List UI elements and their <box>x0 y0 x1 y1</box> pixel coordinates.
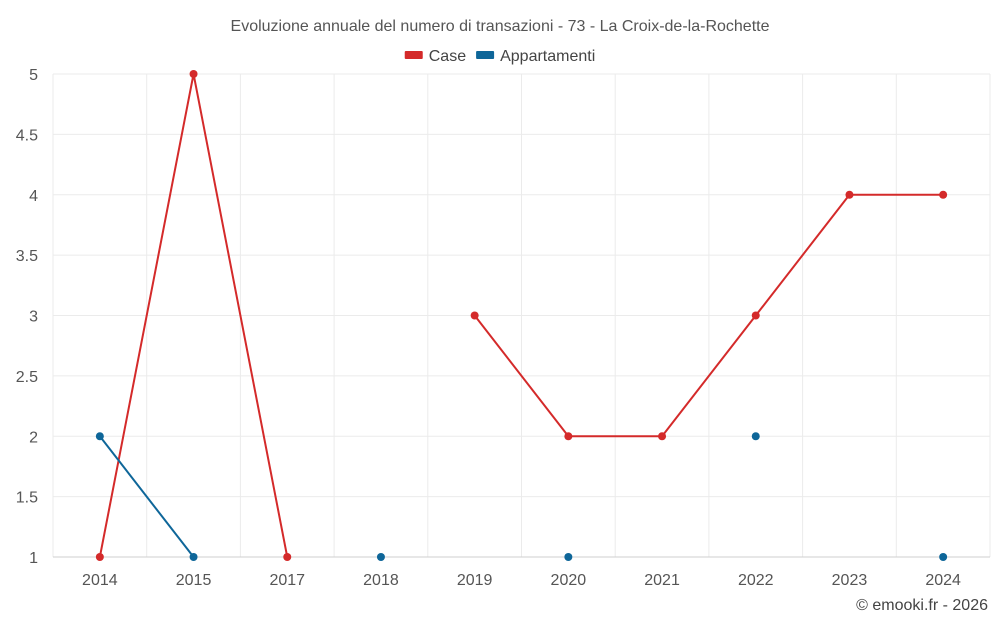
x-tick-label: 2023 <box>832 572 868 589</box>
series-layer <box>95 70 948 561</box>
x-axis-tick-labels: 2014 2015 2017 2018 2019 2020 2021 2022 2023 2024 <box>82 572 961 589</box>
x-gridlines <box>52 74 991 557</box>
y-tick-label: 3.5 <box>16 248 38 265</box>
legend-item-appartamenti[interactable]: Appartamenti <box>476 48 595 65</box>
x-tick-label: 2022 <box>738 572 774 589</box>
data-point[interactable] <box>95 432 104 441</box>
y-tick-label: 2.5 <box>16 369 38 386</box>
legend-swatch <box>476 51 495 59</box>
y-axis-tick-labels: 1 1.5 2 2.5 3 3.5 4 4.5 5 <box>16 67 38 567</box>
y-tick-label: 4 <box>29 188 38 205</box>
series-appartamenti <box>95 432 948 561</box>
credit-text: © emooki.fr - 2026 <box>856 597 988 614</box>
x-tick-label: 2021 <box>644 572 680 589</box>
data-point[interactable] <box>189 70 198 78</box>
legend-label: Case <box>429 48 466 65</box>
y-tick-label: 1.5 <box>16 490 38 507</box>
legend-swatch <box>404 51 423 59</box>
legend-label: Appartamenti <box>500 48 595 65</box>
data-point[interactable] <box>95 553 104 561</box>
x-tick-label: 2015 <box>176 572 212 589</box>
legend-item-case[interactable]: Case <box>404 48 466 65</box>
data-point[interactable] <box>658 432 667 441</box>
data-point[interactable] <box>939 553 948 561</box>
series-line-segment <box>473 193 944 438</box>
data-point[interactable] <box>189 553 198 561</box>
y-tick-label: 1 <box>29 550 38 567</box>
y-tick-label: 2 <box>29 429 38 446</box>
series-line-segment <box>99 435 195 558</box>
data-point[interactable] <box>283 553 292 561</box>
y-tick-label: 3 <box>29 309 38 326</box>
x-tick-label: 2018 <box>363 572 399 589</box>
data-point[interactable] <box>564 553 573 561</box>
x-tick-label: 2020 <box>551 572 587 589</box>
chart-title: Evoluzione annuale del numero di transaz… <box>231 18 770 35</box>
x-tick-label: 2017 <box>269 572 305 589</box>
data-point[interactable] <box>564 432 573 441</box>
y-tick-label: 5 <box>29 67 38 84</box>
x-tick-label: 2014 <box>82 572 118 589</box>
data-point[interactable] <box>751 432 760 441</box>
legend[interactable]: Case Appartamenti <box>404 48 596 65</box>
y-tick-label: 4.5 <box>16 127 38 144</box>
x-tick-label: 2024 <box>925 572 961 589</box>
data-point[interactable] <box>376 553 385 561</box>
data-point[interactable] <box>939 190 948 199</box>
x-tick-label: 2019 <box>457 572 493 589</box>
data-point[interactable] <box>845 190 854 199</box>
data-point[interactable] <box>470 311 479 320</box>
data-point[interactable] <box>751 311 760 320</box>
series-case <box>95 70 948 561</box>
